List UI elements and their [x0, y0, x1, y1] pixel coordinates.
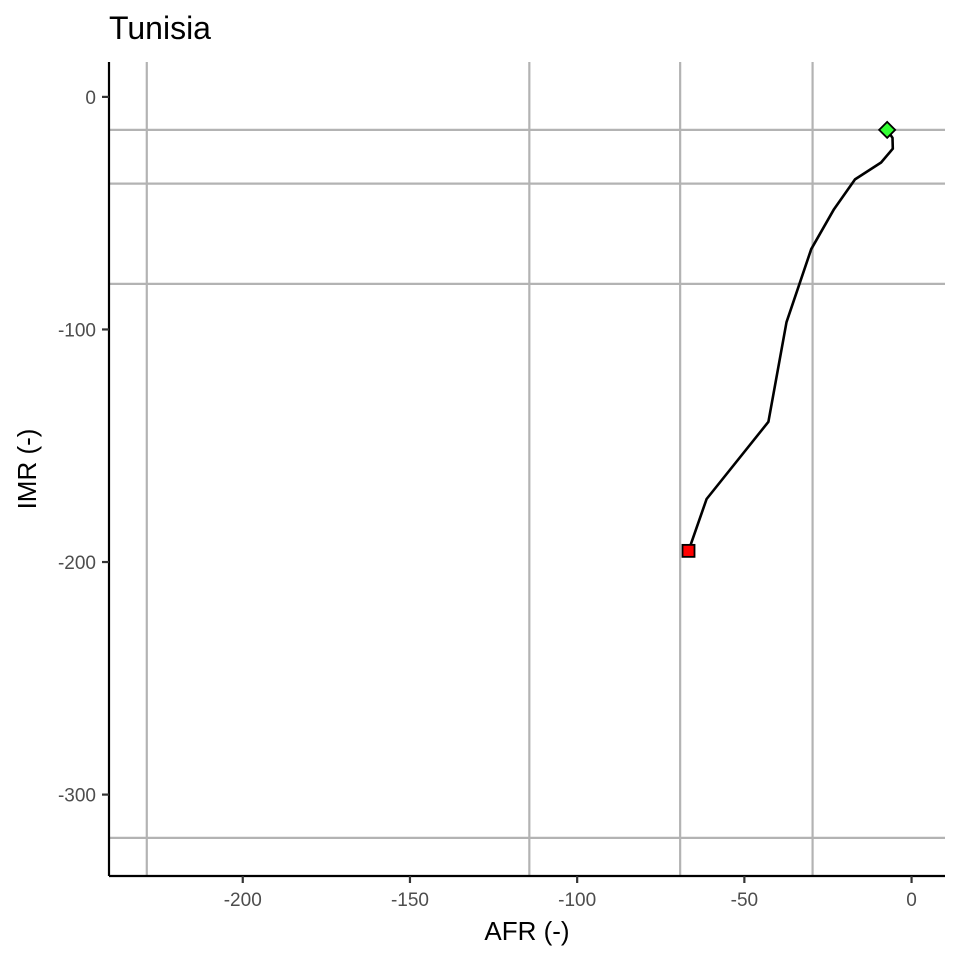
axes [107, 62, 945, 878]
trajectory-point [767, 420, 770, 423]
y-tick-label: -200 [58, 553, 96, 574]
x-tick-label: -50 [731, 890, 758, 911]
end-marker-diamond [877, 120, 897, 140]
x-tick-label: 0 [906, 890, 917, 911]
series [681, 120, 897, 558]
y-tick-label: -100 [58, 320, 96, 341]
y-tick-label: 0 [85, 88, 96, 109]
tick-labels: -200 -150 -100 -50 0 0 -100 -200 -300 [58, 88, 917, 911]
trajectory-point [810, 248, 813, 251]
trajectory-point [705, 498, 708, 500]
y-axis-title: IMR (-) [12, 429, 42, 510]
reference-lines [109, 62, 945, 876]
trajectory-point [854, 178, 856, 181]
trajectory-point [892, 147, 894, 150]
trajectory-point [880, 161, 882, 164]
trajectory-line [687, 128, 895, 553]
x-tick-label: -200 [224, 890, 262, 911]
trajectory-point [891, 137, 894, 139]
x-axis-title: AFR (-) [484, 916, 569, 946]
chart-title: Tunisia [109, 10, 211, 46]
trajectory-point [833, 208, 835, 211]
x-tick-label: -150 [391, 890, 429, 911]
x-tick-label: -100 [558, 890, 596, 911]
y-tick-label: -300 [58, 786, 96, 807]
trajectory-point [785, 321, 788, 324]
start-marker-square [681, 543, 696, 558]
